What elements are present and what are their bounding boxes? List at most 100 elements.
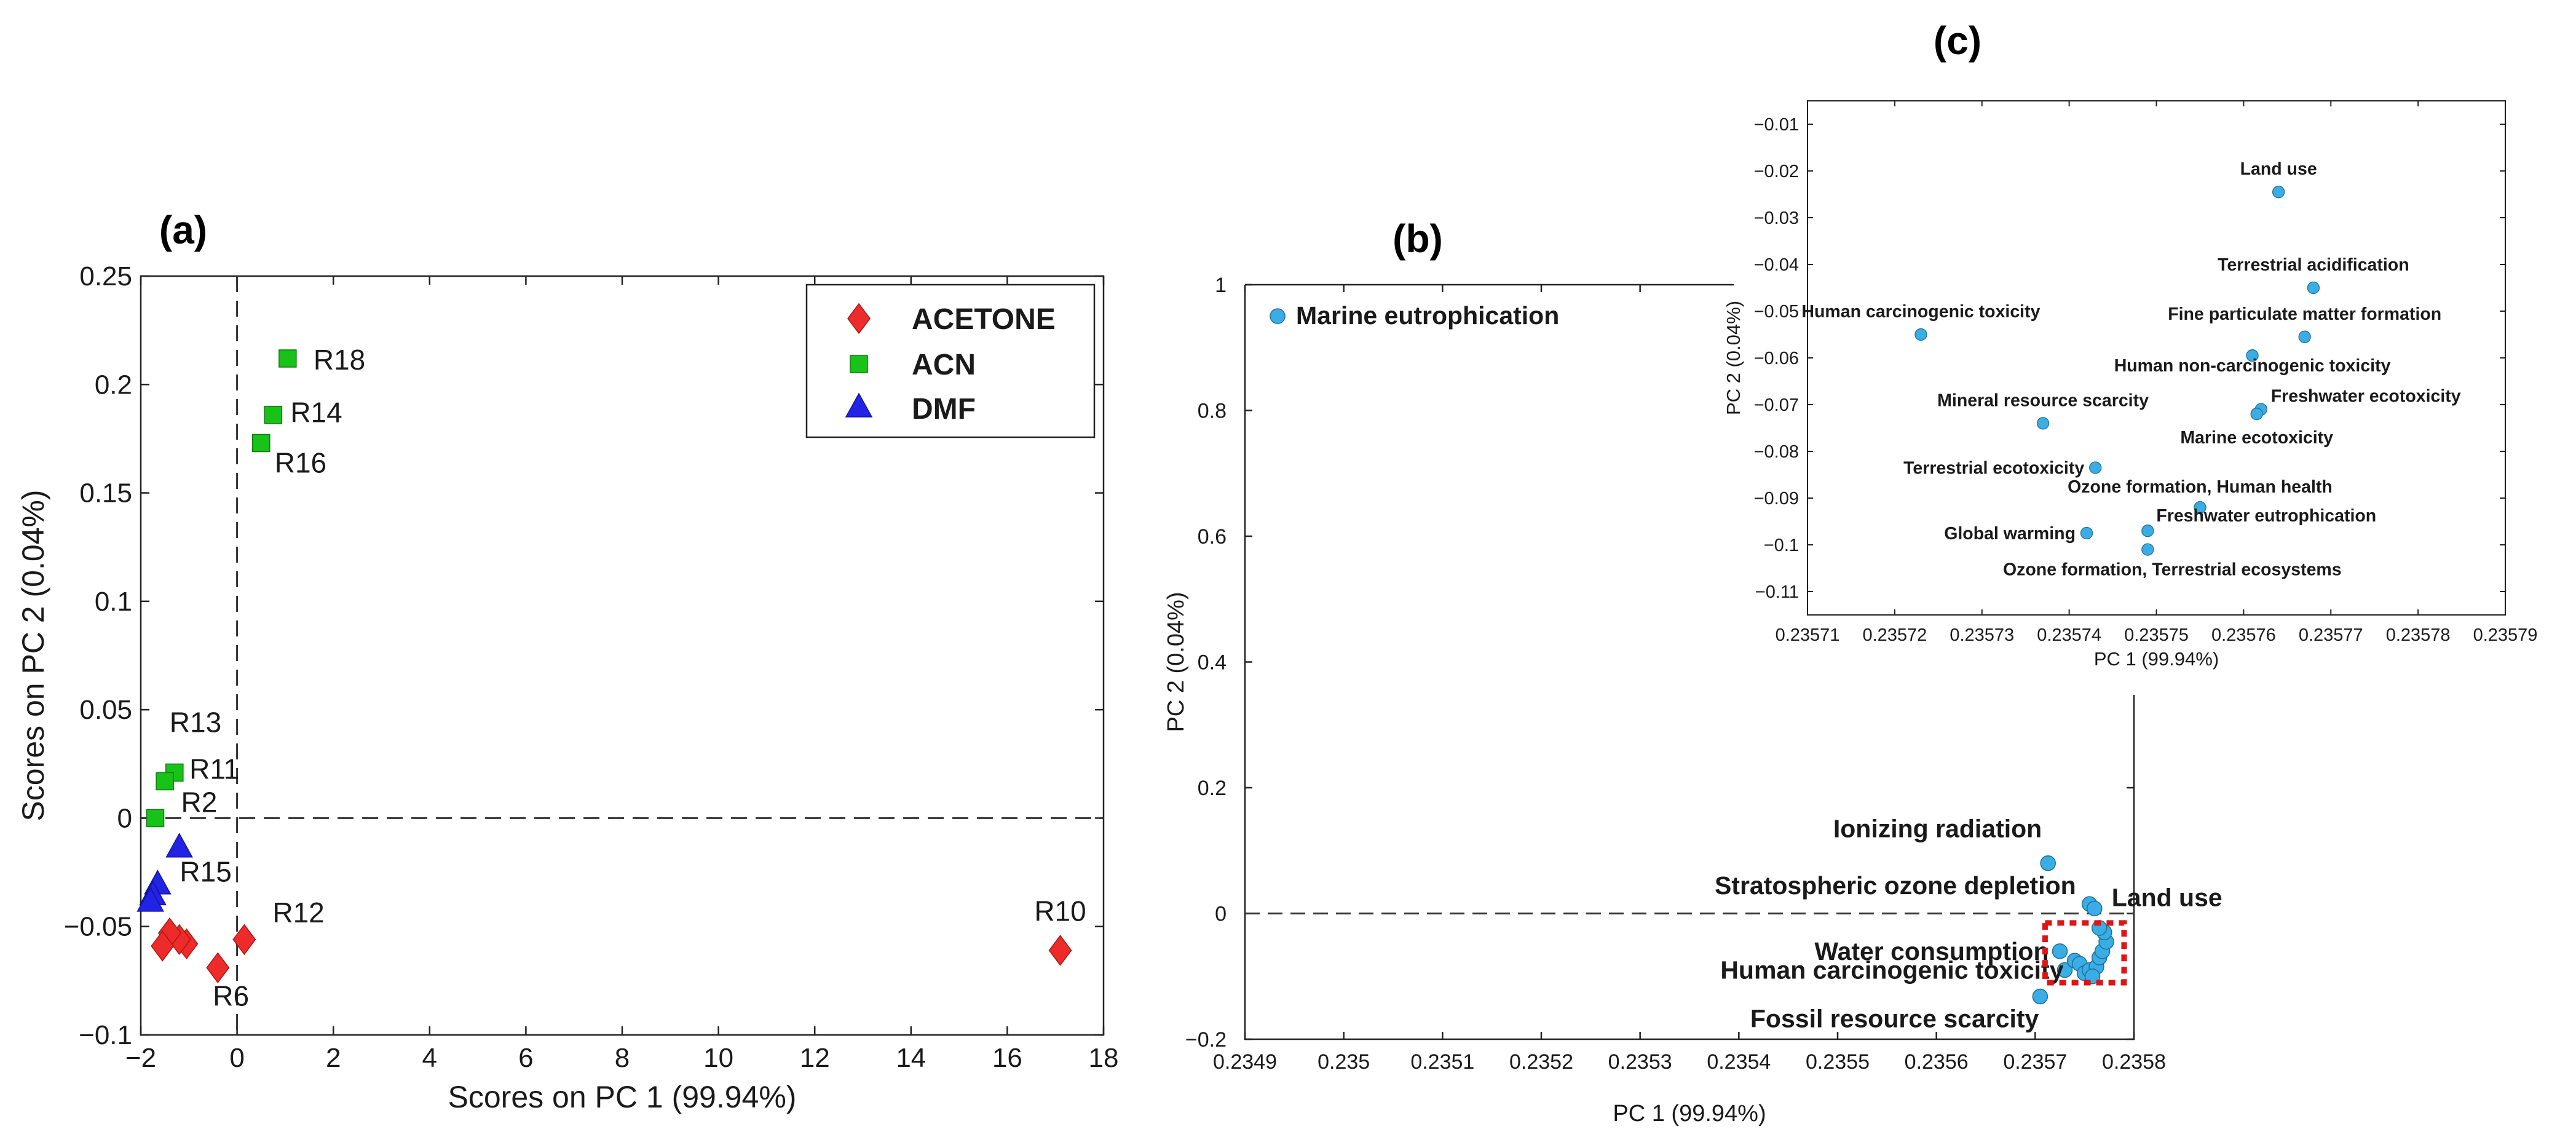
x-tick-label: 0.23572 bbox=[1862, 625, 1927, 645]
y-tick-label: 0.4 bbox=[1198, 651, 1227, 675]
y-tick-label: 0.2 bbox=[1198, 777, 1227, 800]
x-tick-label: 0.2353 bbox=[1608, 1050, 1672, 1074]
x-tick-label: 2 bbox=[326, 1043, 341, 1073]
point-label: Land use bbox=[2112, 883, 2222, 911]
y-tick-label: 0.05 bbox=[79, 695, 132, 725]
panel-a: (a) −2 0 2 4 6 8 10 12 14 16 18 −0.1 −0.05 0 0.05 0.1 0.1… bbox=[16, 208, 1118, 1114]
point-label: Fine particulate matter formation bbox=[2168, 304, 2441, 324]
point-label: Marine ecotoxicity bbox=[2180, 428, 2333, 448]
impact-point bbox=[2194, 501, 2207, 514]
impact-point bbox=[2089, 461, 2102, 474]
point-label: Human non-carcinogenic toxicity bbox=[2114, 356, 2391, 376]
y-tick-label: −0.1 bbox=[1764, 536, 1799, 555]
y-tick-label: −0.2 bbox=[1185, 1028, 1227, 1052]
point-label: Mineral resource scarcity bbox=[1937, 390, 2149, 410]
impact-point bbox=[2307, 281, 2320, 295]
x-tick-label: 0.23575 bbox=[2124, 625, 2189, 645]
x-tick-label: 0.2355 bbox=[1806, 1050, 1870, 1074]
x-tick-label: 0.23573 bbox=[1950, 625, 2014, 645]
x-tick-label: 18 bbox=[1089, 1043, 1119, 1073]
y-axis-label: PC 2 (0.04%) bbox=[1163, 592, 1189, 732]
point-label: Ozone formation, Human health bbox=[2068, 477, 2333, 497]
y-tick-label: −0.05 bbox=[1754, 302, 1799, 322]
y-tick-label: 0.15 bbox=[79, 478, 132, 509]
y-tick-label: 0.1 bbox=[95, 587, 132, 617]
point-label: Water consumption bbox=[1814, 937, 2049, 965]
x-tick-label: 0.2352 bbox=[1509, 1050, 1573, 1074]
x-tick-label: 0.2354 bbox=[1707, 1050, 1771, 1074]
impact-point bbox=[2036, 417, 2050, 430]
legend-label: DMF bbox=[912, 393, 976, 426]
x-tick-label: 0.23571 bbox=[1776, 625, 1840, 645]
acetone-point bbox=[206, 952, 230, 983]
x-axis-label: PC 1 (99.94%) bbox=[2094, 648, 2219, 670]
panel-label: (b) bbox=[1393, 216, 1443, 261]
impact-point bbox=[2086, 900, 2103, 917]
x-tick-label: 0.23577 bbox=[2299, 625, 2363, 645]
y-tick-label: −0.01 bbox=[1754, 115, 1799, 135]
x-tick-label: 6 bbox=[518, 1043, 533, 1073]
y-tick-label: −0.08 bbox=[1754, 442, 1799, 462]
point-label: Ozone formation, Terrestrial ecosystems bbox=[2003, 560, 2342, 580]
impact-point bbox=[2056, 962, 2073, 978]
point-label: R15 bbox=[180, 856, 231, 888]
acetone-point bbox=[232, 924, 256, 956]
x-tick-label: 14 bbox=[896, 1043, 926, 1073]
point-label: Freshwater ecotoxicity bbox=[2271, 387, 2461, 406]
y-axis-label: PC 2 (0.04%) bbox=[1723, 301, 1744, 415]
point-label: Human carcinogenic toxicity bbox=[1720, 956, 2063, 985]
legend: ACETONE ACN DMF bbox=[805, 283, 1096, 438]
point-label: R10 bbox=[1034, 895, 1086, 927]
acn-point bbox=[146, 809, 165, 828]
x-tick-label: 10 bbox=[703, 1043, 733, 1073]
point-label: Freshwater eutrophication bbox=[2156, 506, 2376, 526]
dmf-point bbox=[136, 887, 164, 912]
y-tick-label: 0.25 bbox=[79, 261, 132, 291]
x-tick-label: 0.2358 bbox=[2102, 1050, 2166, 1074]
impact-point bbox=[2141, 543, 2154, 556]
x-tick-label: 0.2351 bbox=[1410, 1050, 1474, 1074]
dmf-point bbox=[165, 833, 193, 858]
point-label: R16 bbox=[275, 446, 326, 478]
acn-point bbox=[264, 405, 283, 424]
legend-marker-acn bbox=[850, 355, 868, 373]
point-label: R13 bbox=[170, 706, 221, 738]
point-label: R18 bbox=[314, 344, 365, 376]
y-tick-label: −0.06 bbox=[1754, 349, 1799, 368]
x-tick-label: 0 bbox=[229, 1043, 244, 1073]
impact-point bbox=[1270, 308, 1286, 324]
y-tick-label: −0.05 bbox=[64, 912, 132, 942]
x-tick-label: 0.23579 bbox=[2473, 625, 2538, 645]
y-tick-label: 1 bbox=[1215, 274, 1227, 297]
point-label: Global warming bbox=[1944, 524, 2076, 544]
impact-point bbox=[2298, 330, 2311, 343]
panel-label: (a) bbox=[159, 208, 207, 252]
impact-point bbox=[2040, 855, 2056, 871]
point-label: Land use bbox=[2240, 159, 2317, 179]
point-label: R14 bbox=[290, 397, 342, 429]
legend-label: ACN bbox=[912, 349, 976, 381]
impact-point bbox=[2246, 349, 2259, 362]
x-tick-label: 8 bbox=[615, 1043, 630, 1073]
impact-point bbox=[2250, 408, 2263, 421]
acn-point bbox=[156, 772, 174, 791]
point-label: R6 bbox=[213, 980, 249, 1012]
y-tick-label: 0.2 bbox=[95, 370, 132, 400]
inset-backdrop bbox=[1734, 80, 2551, 695]
point-label: Stratospheric ozone depletion bbox=[1715, 871, 2076, 900]
y-tick-label: −0.04 bbox=[1754, 255, 1799, 275]
impact-point bbox=[2032, 988, 2049, 1005]
x-axis-label: PC 1 (99.94%) bbox=[1613, 1101, 1766, 1127]
point-label: Terrestrial ecotoxicity bbox=[1903, 459, 2084, 478]
point-label: Fossil resource scarcity bbox=[1750, 1004, 2039, 1032]
point-label: R12 bbox=[272, 897, 324, 929]
acn-point bbox=[279, 349, 297, 368]
panel-label: (c) bbox=[1934, 18, 1981, 63]
x-tick-label: 0.235 bbox=[1318, 1050, 1370, 1074]
y-tick-label: −0.07 bbox=[1754, 395, 1799, 415]
y-tick-label: −0.09 bbox=[1754, 489, 1799, 509]
y-tick-label: 0.8 bbox=[1198, 400, 1227, 423]
point-label: Ionizing radiation bbox=[1833, 815, 2042, 843]
y-tick-label: 0 bbox=[1215, 903, 1227, 926]
impact-point bbox=[2141, 525, 2154, 537]
